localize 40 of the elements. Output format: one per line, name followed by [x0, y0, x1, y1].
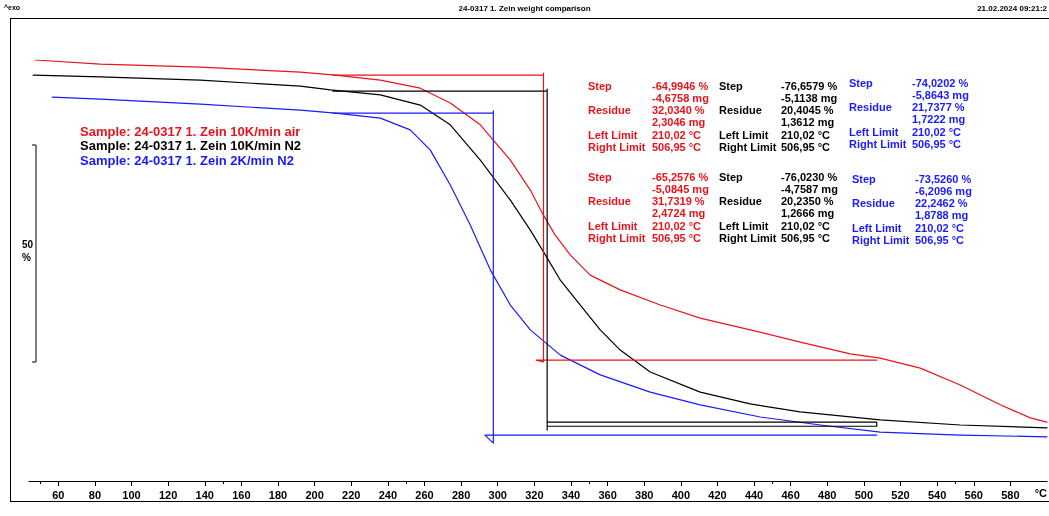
x-tick-label: 100 [122, 488, 141, 501]
x-tick-label: 460 [781, 488, 800, 501]
x-tick-label: 160 [232, 488, 251, 501]
x-tick-label: 140 [195, 488, 214, 501]
text: Step -65,2576 % -5,0845 mg Residue 31,7319 % 2,4724 mg Left Limit 210,02 °C Right Limit 506,95 °C [588, 170, 709, 244]
x-tick-label: 120 [158, 488, 178, 501]
x-tick-label: 500 [854, 488, 874, 501]
text: Sample: 24-0317 1. Zein 10K/min N2 [80, 138, 302, 153]
x-tick-label: 260 [415, 488, 434, 501]
text: Step -76,6579 % -5,1138 mg Residue 20,4045 % 1,3612 mg Left Limit 210,02 °C Right Limit 506,95 °C [719, 79, 838, 153]
x-tick-label: 280 [451, 488, 471, 501]
x-tick-label: 300 [488, 488, 507, 501]
x-tick-label: 220 [342, 488, 361, 501]
text: 21.02.2024 09:21:2 [977, 3, 1048, 13]
text: Sample: 24-0317 1. Zein 2K/min N2 [80, 152, 294, 168]
x-tick-label: 400 [671, 488, 690, 501]
text: Step -74,0202 % -5,8643 mg Residue 21,7377 % 1,7222 mg Left Limit 210,02 °C Right Limit 506,95 °C [849, 76, 969, 150]
y-axis-title: 50 % [22, 239, 34, 263]
x-tick-label: 240 [378, 488, 398, 501]
x-tick-label: 60 [52, 488, 65, 501]
text: Step -64,9946 % -4,6758 mg Residue 32,0340 % 2,3046 mg Left Limit 210,02 °C Right Limit 506,95 °C [588, 79, 709, 153]
x-tick-label: 340 [561, 488, 581, 501]
text: Step -73,5260 % -6,2096 mg Residue 22,2462 % 1,8788 mg Left Limit 210,02 °C Right Limit 506,95 °C [852, 172, 972, 246]
x-tick-label: 440 [744, 488, 764, 501]
x-tick-label: 200 [305, 488, 324, 501]
x-tick-label: 560 [964, 488, 983, 501]
x-tick-label: 180 [268, 488, 288, 501]
text: Sample: 24-0317 1. Zein 10K/min air [80, 123, 301, 139]
x-tick-label: 580 [1001, 488, 1020, 501]
text: Step -76,0230 % -4,7587 mg Residue 20,2350 % 1,2666 mg Left Limit 210,02 °C Right Limit 506,95 °C [719, 170, 838, 244]
x-tick-label: 520 [891, 488, 910, 501]
x-tick-label: 480 [818, 488, 837, 501]
x-tick-label: 320 [525, 488, 544, 501]
x-tick-label: 380 [635, 488, 654, 501]
x-tick-label: 360 [598, 488, 617, 501]
x-tick-label: 540 [927, 488, 947, 501]
x-tick-label: 80 [88, 488, 102, 501]
x-tick-label: 420 [708, 488, 727, 501]
chart-title: 24-0317 1. Zein weight comparison [458, 3, 591, 13]
x-axis-title: °C [1034, 486, 1048, 499]
